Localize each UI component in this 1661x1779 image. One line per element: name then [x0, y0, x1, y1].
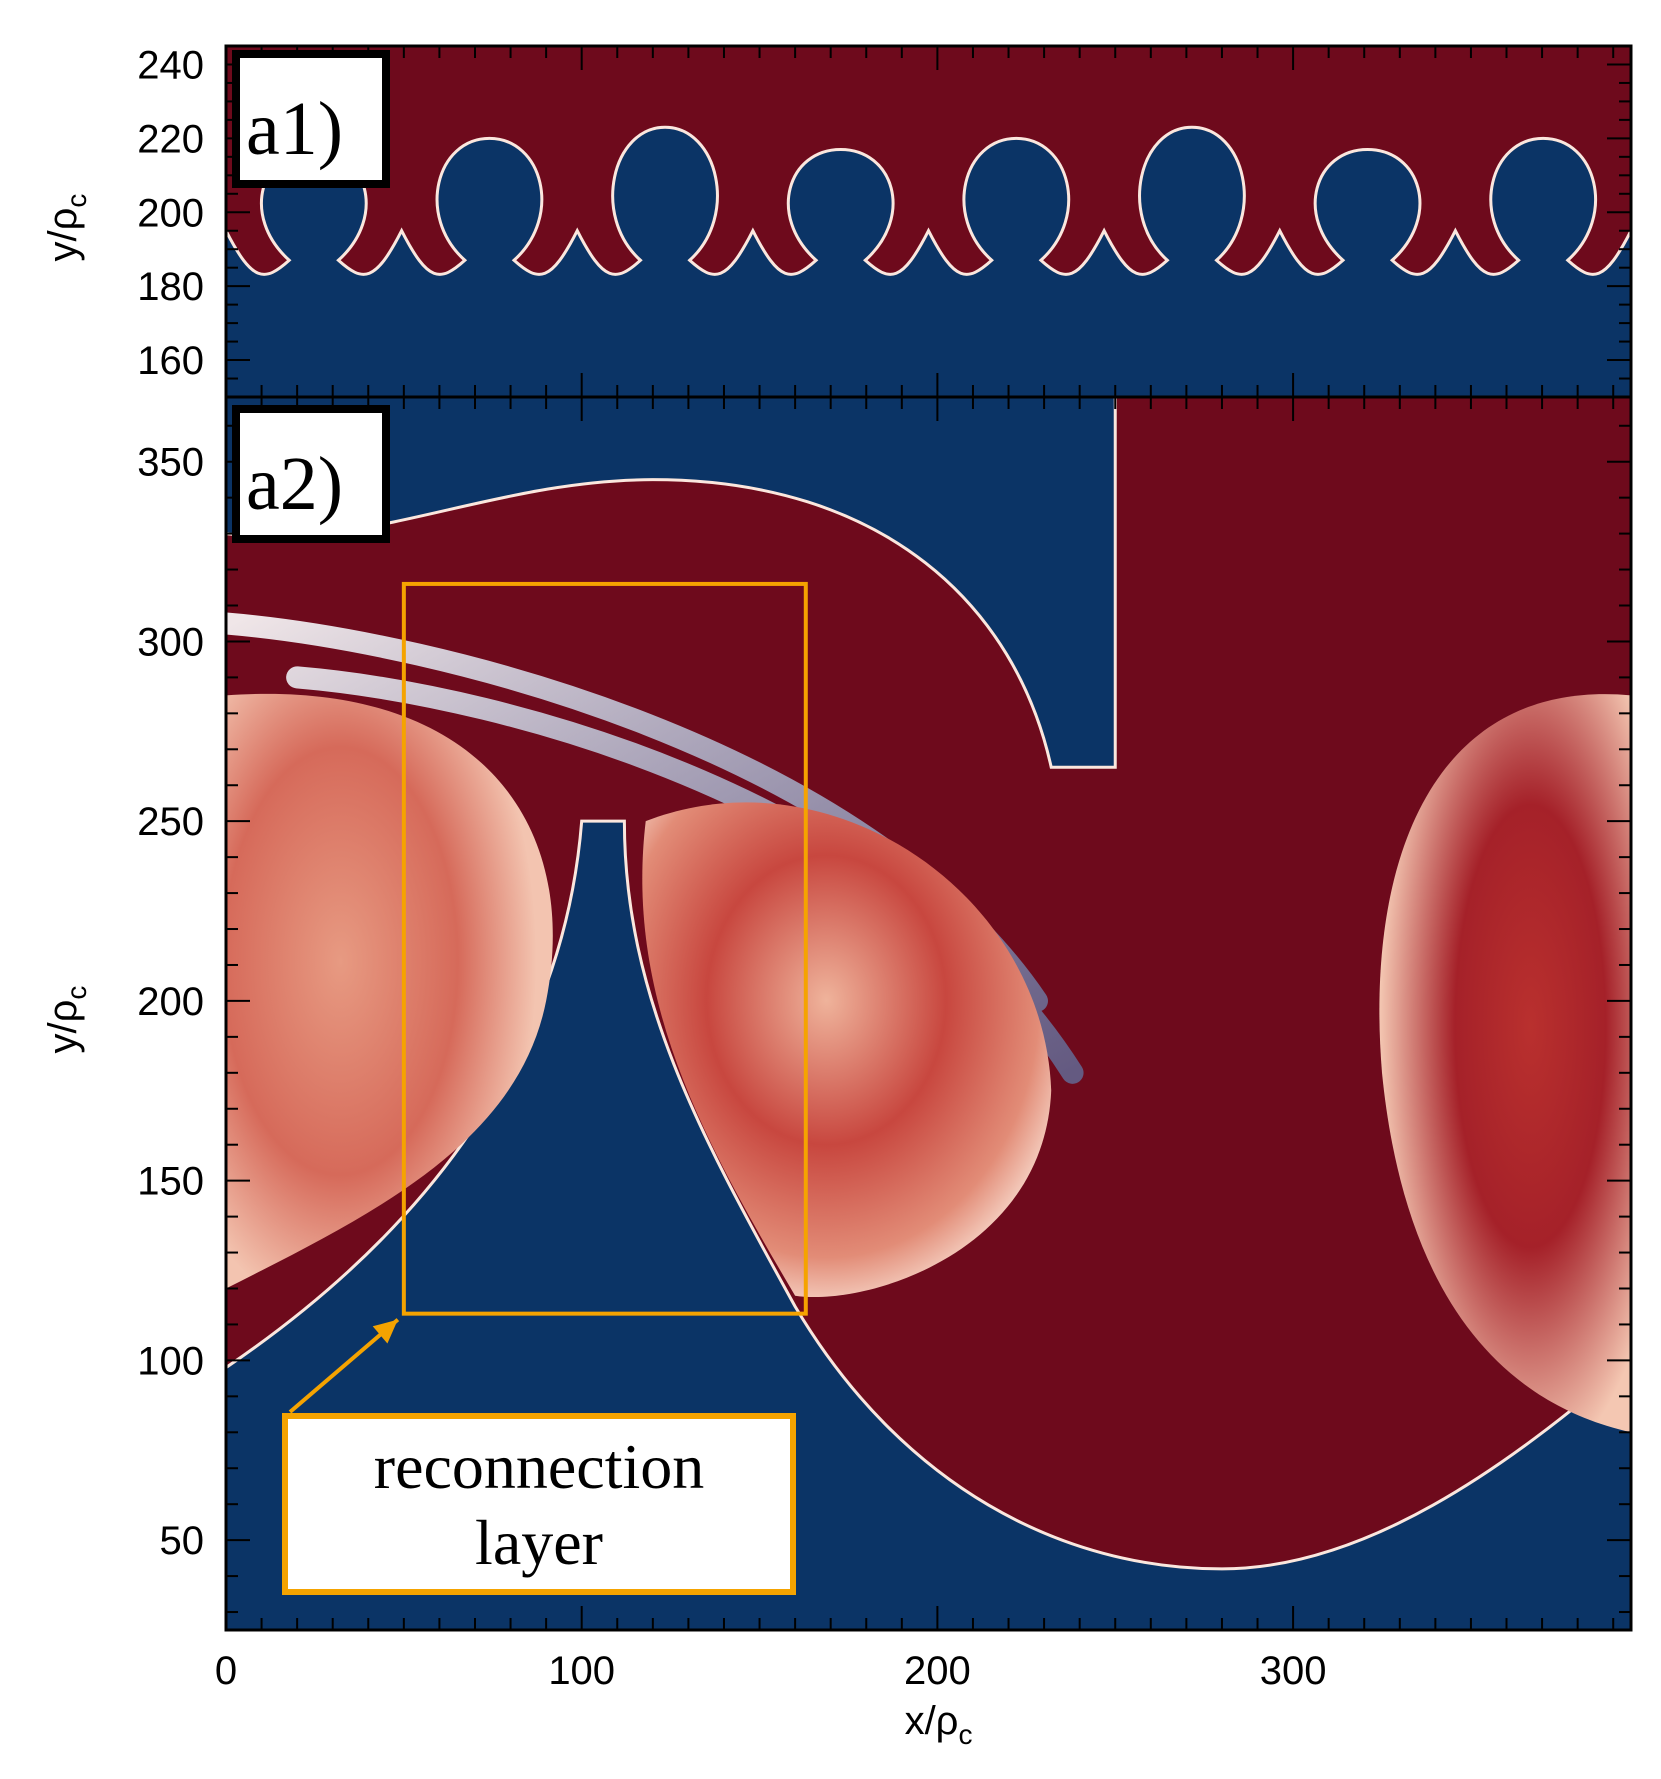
reconnection-layer-label: reconnection layer — [282, 1413, 796, 1595]
svg-text:a2): a2) — [246, 442, 343, 526]
y-tick-label: 300 — [137, 620, 204, 664]
panel-a2: 50 100 150 200 250 300 350 0 100 200 300 y/ρc x/ρ… — [41, 395, 1633, 1750]
svg-text:layer: layer — [475, 1507, 603, 1578]
reconnection-layer-box — [401, 581, 808, 1316]
svg-text:reconnection: reconnection — [374, 1431, 705, 1502]
x-tick-label: 100 — [548, 1649, 615, 1693]
panel-label-a1: a1) — [232, 50, 390, 188]
y-tick-label: 250 — [137, 800, 204, 844]
x-tick-label: 200 — [904, 1649, 971, 1693]
y-tick-label: 50 — [160, 1519, 205, 1563]
x-tick-labels-a2: 0 100 200 300 — [215, 1649, 1327, 1693]
y-tick-label: 150 — [137, 1160, 204, 1204]
x-axis-label-a2: x/ρc — [905, 1699, 973, 1750]
x-tick-label: 300 — [1260, 1649, 1327, 1693]
y-tick-labels-a1: 160 180 200 220 240 — [137, 43, 204, 383]
reconnection-layer-arrow — [288, 1318, 400, 1414]
y-tick-labels-a2: 50 100 150 200 250 300 350 — [137, 441, 204, 1563]
y-tick-label: 350 — [137, 441, 204, 485]
y-tick-label: 240 — [137, 43, 204, 87]
panel-a1: 160 180 200 220 240 y/ρc a1) — [41, 43, 1633, 399]
y-axis-label-a2: y/ρc — [41, 986, 92, 1054]
y-tick-label: 200 — [137, 980, 204, 1024]
y-axis-label-a1: y/ρc — [41, 194, 92, 262]
reconnection-layer-arrowhead — [372, 1319, 398, 1344]
ticks-a2 — [225, 397, 1631, 1630]
y-tick-label: 220 — [137, 117, 204, 161]
y-tick-label: 180 — [137, 265, 204, 309]
svg-text:a1): a1) — [246, 87, 343, 171]
y-tick-label: 160 — [137, 339, 204, 383]
heatmap-a2-vortex-left — [226, 693, 553, 1289]
panel-label-a2: a2) — [232, 405, 390, 543]
plot-frame-a2 — [224, 395, 1633, 1632]
heatmap-a1 — [226, 46, 1631, 397]
heatmap-a2-vortex-center — [642, 802, 1052, 1298]
heatmap-a1-low-region — [226, 125, 1631, 397]
heatmap-a2-vortex-right — [1379, 694, 1631, 1433]
x-tick-label: 0 — [215, 1649, 237, 1693]
y-tick-label: 200 — [137, 191, 204, 235]
y-tick-label: 100 — [137, 1339, 204, 1383]
